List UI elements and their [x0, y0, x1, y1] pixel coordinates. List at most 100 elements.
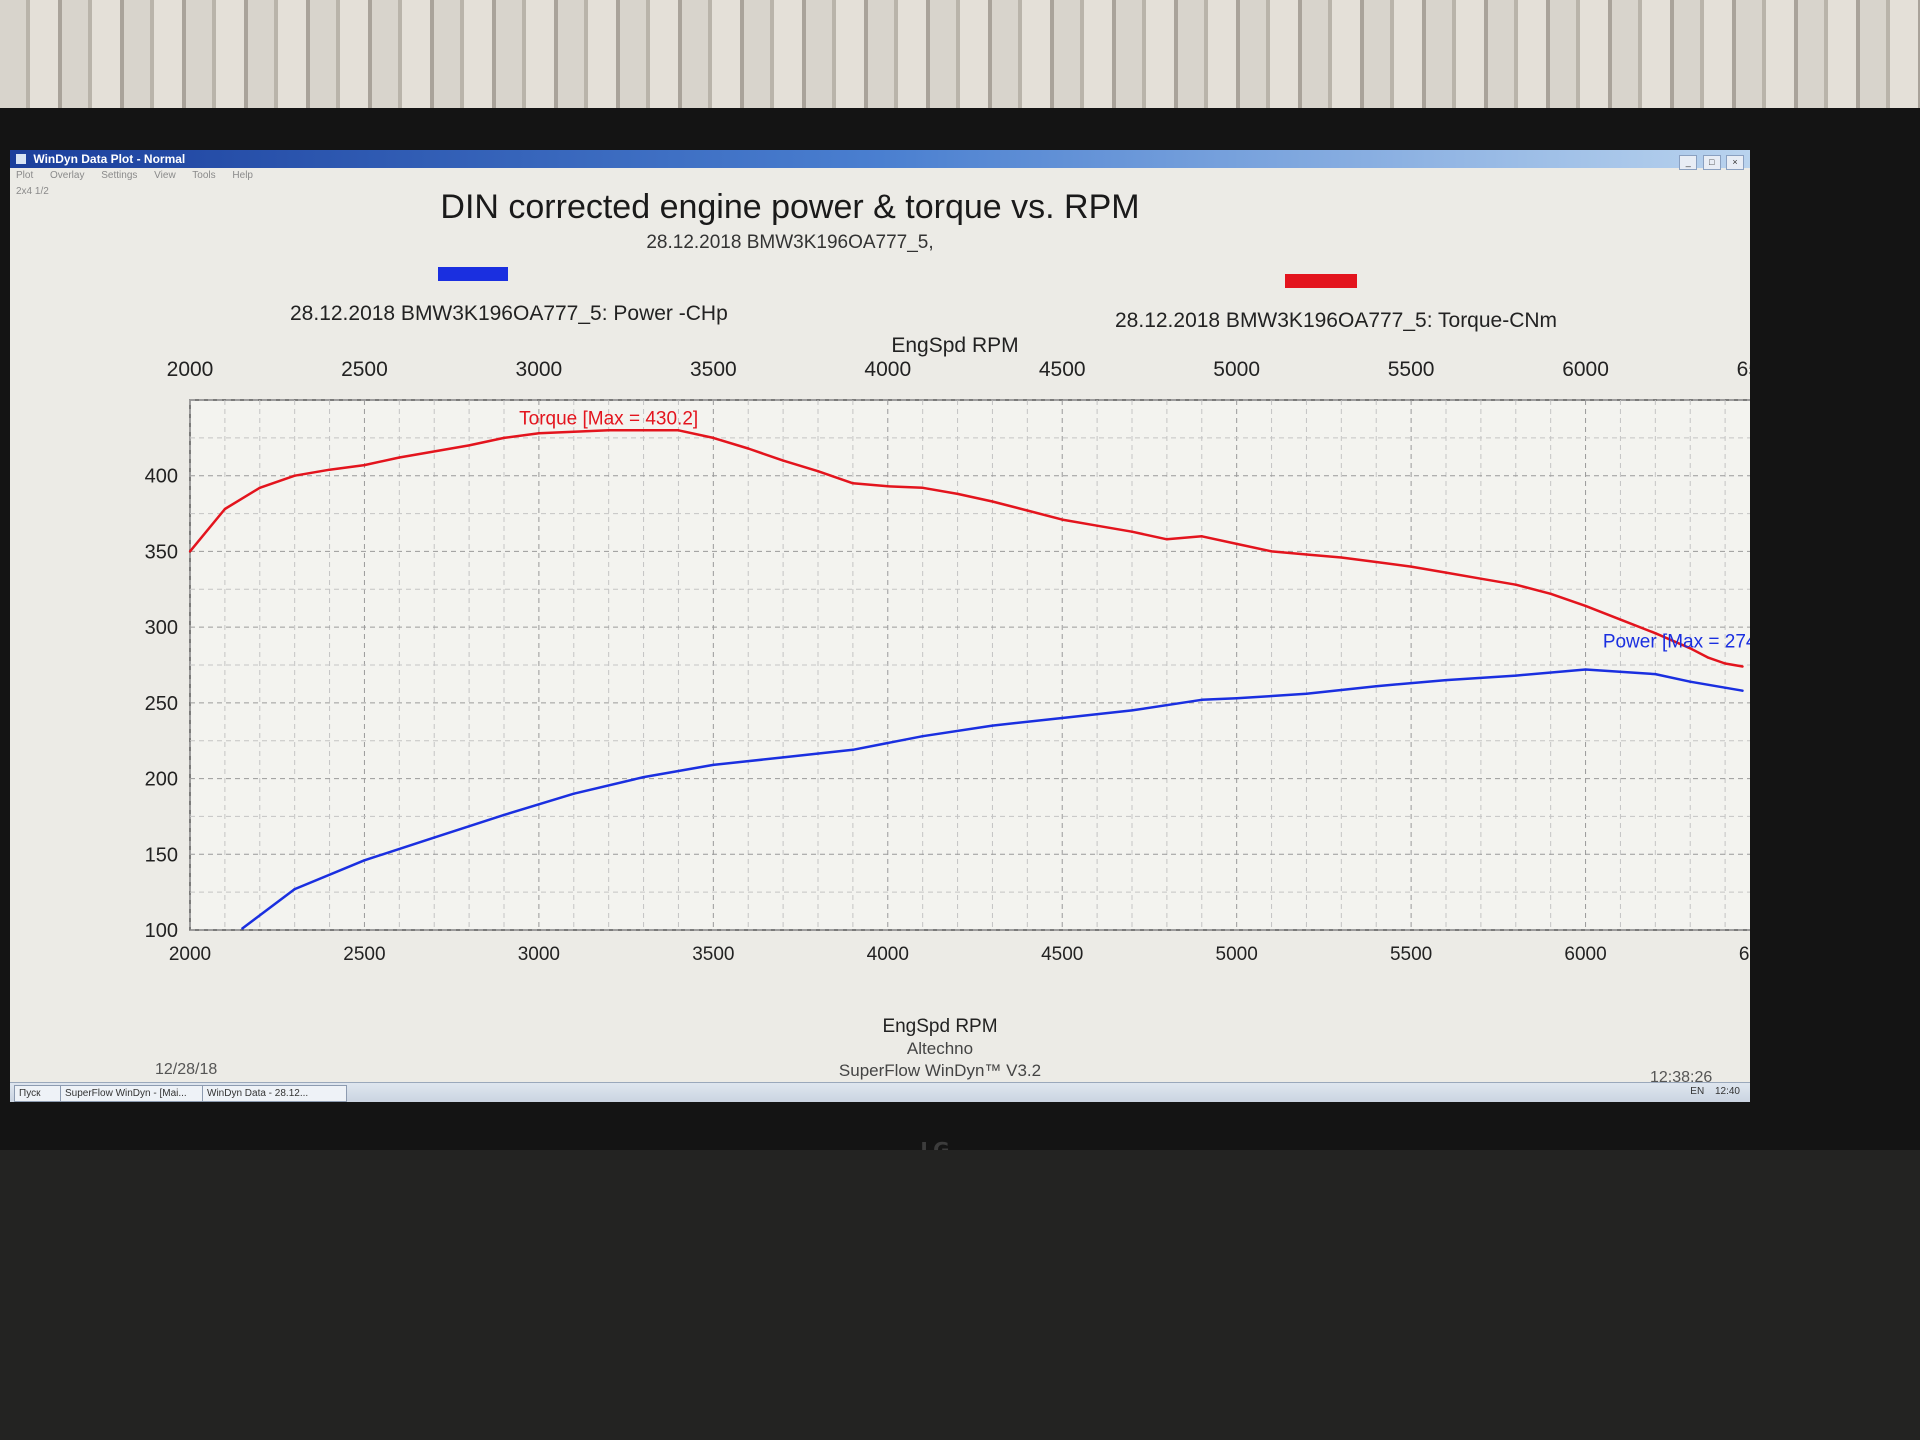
x-tick-label: 6000	[1564, 944, 1606, 965]
torque-point	[1619, 618, 1622, 621]
torque-point	[1689, 647, 1692, 650]
maximize-button[interactable]: □	[1702, 155, 1721, 170]
x-top-tick-label: 2000	[167, 358, 214, 381]
x-axis-bottom-ticks: 2000 2500 3000 3500 4000 4500 5000 5500 6000 6500	[169, 944, 1750, 965]
menu-help[interactable]: Help	[232, 170, 253, 181]
menu-overlay[interactable]: Overlay	[50, 170, 85, 181]
x-axis-top-ticks: 2000 2500 3000 3500 4000 4500 5000 5500 6000 6500	[167, 358, 1750, 381]
minimize-button[interactable]: _	[1679, 155, 1698, 170]
menu-settings[interactable]: Settings	[101, 170, 138, 181]
torque-point	[1235, 542, 1238, 546]
system-tray: EN 12:40	[1682, 1086, 1740, 1097]
x-top-tick-label: 4000	[864, 358, 911, 381]
app-icon	[16, 154, 26, 164]
chart-title: DIN corrected engine power & torque vs. …	[440, 188, 1139, 226]
power-point	[363, 859, 366, 862]
power-point	[1305, 692, 1308, 695]
x-top-tick-label: 3500	[690, 358, 737, 381]
menu-tools[interactable]: Tools	[192, 170, 216, 181]
window-title: WinDyn Data Plot - Normal	[33, 152, 186, 166]
x-top-tick-label: 4500	[1039, 358, 1086, 381]
torque-point	[398, 456, 401, 459]
power-point	[1130, 709, 1134, 712]
power-point	[1375, 685, 1378, 688]
legend-torque-swatch	[1285, 274, 1357, 288]
power-point	[1723, 686, 1727, 689]
menu-plot[interactable]: Plot	[16, 170, 34, 181]
power-point	[1654, 672, 1657, 676]
power-point	[781, 756, 785, 759]
torque-point	[1305, 553, 1308, 556]
torque-point	[1409, 565, 1413, 568]
torque-point	[1654, 632, 1657, 635]
y-tick-label: 200	[145, 769, 178, 791]
torque-point	[956, 492, 959, 496]
power-point	[1444, 678, 1448, 682]
power-point	[921, 734, 924, 738]
menu-view[interactable]: View	[154, 170, 176, 181]
power-point	[1514, 674, 1517, 677]
x-axis-title: EngSpd RPM	[882, 1016, 997, 1037]
x-tick-label: 2000	[169, 944, 211, 965]
window-titlebar: WinDyn Data Plot - Normal _ □ ×	[10, 150, 1750, 170]
torque-point	[677, 429, 680, 432]
torque-point	[223, 507, 227, 511]
power-point	[502, 813, 506, 817]
taskbar-item-superflow[interactable]: SuperFlow WinDyn - [Mai...	[60, 1085, 205, 1102]
x-top-tick-label: 5500	[1388, 358, 1435, 381]
power-point	[712, 763, 715, 767]
torque-point	[1200, 535, 1203, 538]
y-tick-label: 250	[145, 693, 178, 715]
software-label: SuperFlow WinDyn™ V3.2	[839, 1061, 1041, 1080]
torque-point	[1095, 524, 1099, 527]
torque-point	[293, 474, 296, 477]
torque-point	[1723, 662, 1727, 665]
torque-point	[1270, 550, 1273, 553]
power-point	[1061, 716, 1064, 720]
menu-bar: Plot Overlay Settings View Tools Help	[16, 170, 267, 181]
x-axis-top-title: EngSpd RPM	[891, 334, 1018, 357]
x-tick-label: 5500	[1390, 944, 1432, 965]
x-top-tick-label: 2500	[341, 358, 388, 381]
power-point	[1741, 689, 1744, 692]
dyno-chart: DIN corrected engine power & torque vs. …	[145, 188, 1750, 1082]
torque-line	[189, 429, 1743, 668]
date-label: 12/28/18	[155, 1061, 217, 1078]
torque-point	[747, 447, 750, 450]
taskbar: Пуск SuperFlow WinDyn - [Mai... WinDyn D…	[10, 1082, 1750, 1102]
taskbar-item-windyn-data[interactable]: WinDyn Data - 28.12...	[202, 1085, 347, 1102]
torque-point	[1741, 665, 1744, 668]
time-label: 12:38:26	[1650, 1069, 1712, 1082]
torque-point	[1479, 577, 1483, 580]
y-tick-label: 100	[145, 920, 178, 942]
tray-clock: 12:40	[1714, 1086, 1740, 1097]
power-point	[991, 724, 994, 727]
x-top-tick-label: 6000	[1562, 358, 1609, 381]
torque-point	[502, 436, 506, 440]
x-tick-label: 3000	[518, 944, 560, 965]
torque-point	[1061, 518, 1064, 521]
legend-power-label: 28.12.2018 BMW3K196OA777_5: Power -CHp	[290, 302, 728, 325]
x-top-tick-label: 5000	[1213, 358, 1260, 381]
company-label: Altechno	[907, 1039, 973, 1058]
start-button[interactable]: Пуск	[14, 1085, 62, 1102]
power-point	[1584, 668, 1587, 671]
x-tick-label: 2500	[343, 944, 385, 965]
torque-point	[363, 463, 366, 467]
torque-point	[1706, 656, 1709, 659]
background-wall	[0, 0, 1920, 120]
language-indicator[interactable]: EN	[1690, 1086, 1705, 1097]
y-tick-label: 300	[145, 617, 178, 639]
power-point	[293, 887, 296, 891]
torque-point	[1444, 571, 1448, 574]
y-tick-label: 150	[145, 844, 178, 866]
power-point	[1689, 680, 1692, 683]
x-tick-label: 4000	[867, 944, 909, 965]
torque-max-annotation: Torque [Max = 430.2]	[519, 408, 698, 429]
torque-point	[537, 432, 541, 435]
torque-point	[607, 429, 610, 432]
torque-point	[467, 444, 471, 447]
torque-point	[1584, 604, 1587, 608]
close-button[interactable]: ×	[1726, 155, 1744, 170]
grid-lines	[189, 399, 1750, 931]
